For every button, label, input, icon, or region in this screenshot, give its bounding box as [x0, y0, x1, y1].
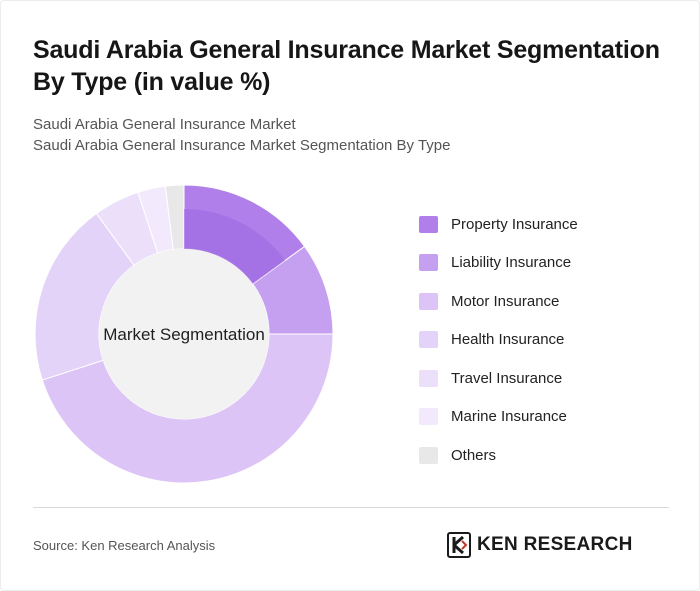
- legend-item-liability-insurance[interactable]: Liability Insurance: [419, 244, 679, 283]
- legend-swatch: [419, 331, 438, 349]
- legend-item-property-insurance[interactable]: Property Insurance: [419, 205, 679, 244]
- donut-center-label: Market Segmentation: [103, 325, 265, 344]
- chart-legend: Property Insurance Liability Insurance Mot…: [419, 205, 679, 475]
- chart-subtitle: Saudi Arabia General Insurance Market Sa…: [33, 114, 673, 156]
- legend-label: Motor Insurance: [451, 292, 560, 310]
- donut-center: [99, 249, 269, 419]
- legend-swatch: [419, 446, 438, 464]
- legend-label: Others: [451, 446, 497, 464]
- legend-item-marine-insurance[interactable]: Marine Insurance: [419, 398, 679, 437]
- donut-chart: Market Segmentation: [34, 184, 334, 484]
- subtitle-line-1: Saudi Arabia General Insurance Market: [33, 116, 296, 133]
- legend-label: Liability Insurance: [451, 254, 572, 272]
- source-note: Source: Ken Research Analysis: [33, 538, 216, 553]
- legend-swatch: [419, 215, 438, 233]
- legend-swatch: [419, 408, 438, 426]
- donut-slice-highlight: [184, 209, 286, 285]
- ken-logo-icon: [447, 532, 471, 558]
- legend-label: Travel Insurance: [451, 369, 563, 387]
- legend-item-health-insurance[interactable]: Health Insurance: [419, 321, 679, 360]
- legend-swatch: [419, 254, 438, 272]
- legend-label: Health Insurance: [451, 331, 565, 349]
- legend-item-motor-insurance[interactable]: Motor Insurance: [419, 282, 679, 321]
- legend-swatch: [419, 369, 438, 387]
- ken-research-logo: KEN RESEARCH: [447, 530, 633, 560]
- footer-divider: [33, 507, 669, 508]
- legend-item-travel-insurance[interactable]: Travel Insurance: [419, 359, 679, 398]
- legend-label: Property Insurance: [451, 215, 578, 233]
- legend-label: Marine Insurance: [451, 408, 567, 426]
- logo-text: KEN RESEARCH: [477, 534, 633, 555]
- subtitle-line-2: Saudi Arabia General Insurance Market Se…: [33, 137, 451, 154]
- legend-swatch: [419, 292, 438, 310]
- chart-title: Saudi Arabia General Insurance Market Se…: [33, 36, 660, 96]
- legend-item-others[interactable]: Others: [419, 436, 679, 475]
